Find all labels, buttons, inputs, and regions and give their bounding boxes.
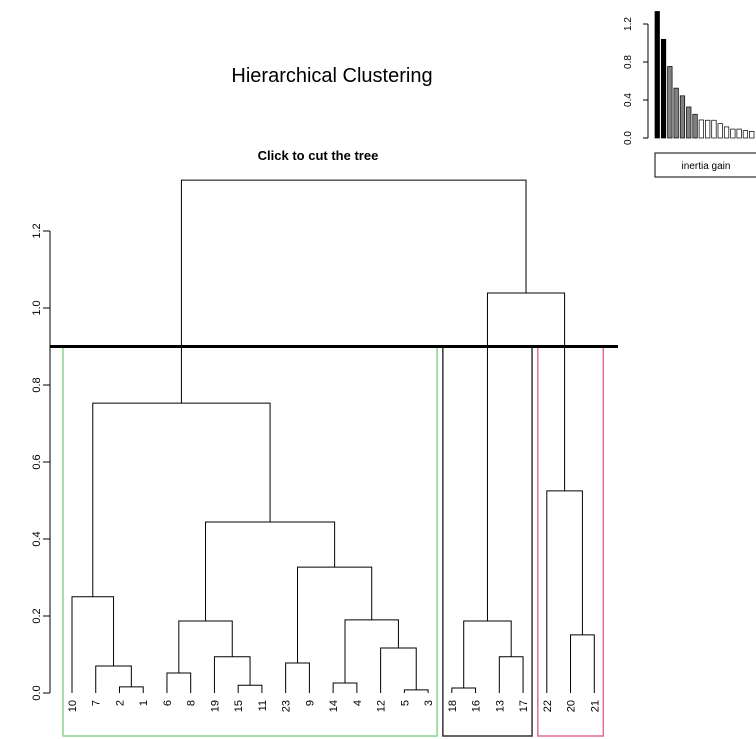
bar (692, 113, 698, 139)
leaf-label: 2 (114, 700, 126, 706)
dendrogram-link (213, 656, 251, 693)
leaf-label: 21 (589, 700, 601, 712)
leaf-label: 15 (233, 700, 245, 712)
leaf-label: 23 (281, 700, 293, 712)
bar (749, 131, 755, 139)
y-tick-label: 0.2 (31, 608, 43, 623)
legend-box (654, 152, 756, 178)
leaf-label: 10 (67, 700, 79, 712)
leaf-label: 17 (518, 700, 530, 712)
bar (660, 38, 667, 139)
bar (673, 87, 679, 139)
dendrogram-link (95, 665, 132, 693)
dendrogram-link (332, 682, 358, 693)
leaf-label: 7 (91, 700, 103, 706)
y-tick-label: 1.0 (31, 300, 43, 315)
dendrogram-link (486, 292, 566, 622)
dendrogram-link (205, 521, 336, 622)
leaf-label: 1 (138, 700, 150, 706)
dendrogram-link (380, 647, 417, 693)
bar (736, 128, 742, 139)
dendrogram-link (92, 402, 271, 597)
leaf-label: 12 (376, 700, 388, 712)
bar (730, 128, 736, 139)
dendrogram-link (344, 619, 399, 683)
dendrogram-link (463, 620, 512, 688)
dendrogram-link (297, 566, 373, 663)
chart-title: Hierarchical Clustering (231, 65, 432, 87)
dendrogram-link (451, 687, 477, 693)
leaf-label: 4 (352, 700, 364, 706)
bar (717, 123, 723, 139)
bar (698, 119, 704, 139)
y-tick-label: 0.0 (31, 685, 43, 700)
dendrogram-link (237, 684, 263, 693)
inset-y-tick-label: 0.4 (623, 93, 634, 107)
leaf-label: 11 (257, 700, 269, 711)
leaf-label: 8 (186, 700, 198, 706)
bar (723, 126, 730, 139)
leaf-label: 6 (162, 700, 174, 706)
bar (667, 66, 673, 139)
bar (742, 130, 749, 139)
leaf-label: 22 (542, 700, 554, 712)
leaf-label: 5 (399, 700, 411, 706)
leaf-label: 9 (304, 700, 316, 706)
bar (679, 95, 686, 139)
y-tick-label: 1.2 (31, 223, 43, 238)
bar (686, 106, 692, 139)
bar (654, 11, 660, 139)
legend-label: inertia gain (682, 161, 731, 172)
dendrogram-link (166, 672, 192, 693)
dendrogram-link (71, 596, 115, 693)
dendrogram-link (180, 179, 527, 404)
dendrogram-link (178, 620, 233, 673)
leaf-label: 18 (447, 700, 459, 712)
dendrogram-link (118, 686, 144, 693)
dendrogram-link (498, 656, 524, 693)
leaf-label: 13 (494, 700, 506, 712)
bar (711, 119, 717, 139)
leaf-label: 20 (566, 700, 578, 712)
y-tick-label: 0.6 (31, 454, 43, 469)
dendrogram-link (285, 662, 310, 693)
leaf-label: 16 (471, 700, 483, 712)
leaf-label: 14 (328, 700, 340, 712)
y-tick-label: 0.4 (31, 531, 43, 546)
chart-subtitle[interactable]: Click to cut the tree (258, 148, 379, 163)
dendrogram-link (403, 689, 429, 693)
inset-y-tick-label: 0.8 (623, 55, 634, 69)
inset-y-tick-label: 1.2 (623, 17, 634, 31)
y-tick-label: 0.8 (31, 377, 43, 392)
dendrogram-link (570, 634, 595, 693)
leaf-label: 3 (423, 700, 435, 706)
leaf-label: 19 (209, 700, 221, 712)
dendrogram-link (546, 490, 583, 693)
bar (705, 119, 711, 139)
inset-y-tick-label: 0.0 (623, 131, 634, 145)
